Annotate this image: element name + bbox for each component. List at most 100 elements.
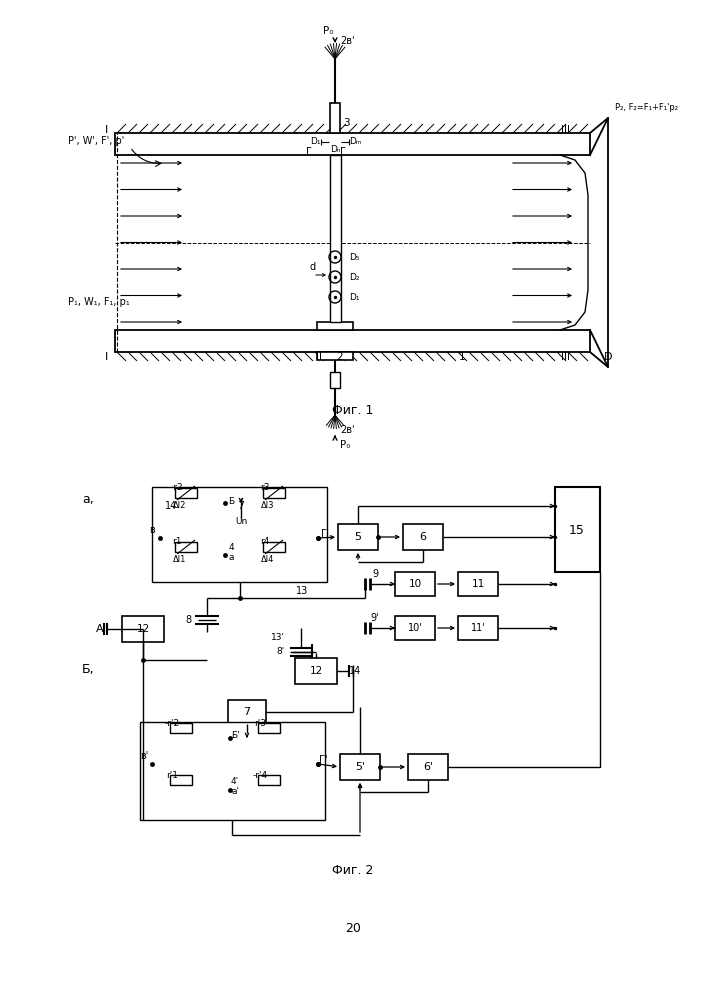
Bar — [555, 487, 600, 572]
Text: 14: 14 — [165, 501, 177, 511]
Text: d: d — [310, 262, 316, 272]
Text: III: III — [561, 125, 570, 135]
Text: а': а' — [231, 788, 239, 796]
Bar — [263, 488, 285, 498]
Text: P', W', F', p': P', W', F', p' — [68, 136, 124, 146]
Text: Δl2: Δl2 — [173, 502, 187, 510]
Text: 20: 20 — [345, 922, 361, 934]
Bar — [600, 573, 601, 768]
Text: 12: 12 — [310, 666, 322, 676]
Text: -r2: -r2 — [170, 484, 183, 492]
Bar — [122, 616, 164, 642]
Text: Δl1: Δl1 — [173, 556, 187, 564]
Text: Фиг. 2: Фиг. 2 — [332, 863, 374, 876]
Text: r3: r3 — [260, 484, 270, 492]
Text: 6': 6' — [423, 762, 433, 772]
Text: 2в': 2в' — [340, 425, 354, 435]
Text: II: II — [316, 352, 322, 362]
Text: 12: 12 — [136, 624, 150, 634]
Text: 10: 10 — [409, 579, 421, 589]
Text: Δl4: Δl4 — [262, 556, 275, 564]
Text: 13': 13' — [271, 634, 285, 643]
Bar — [330, 372, 340, 388]
Text: Фиг. 1: Фиг. 1 — [332, 403, 374, 416]
Text: Γ: Γ — [340, 147, 346, 157]
Bar — [338, 524, 378, 550]
Text: 4: 4 — [228, 542, 234, 552]
Text: r'3: r'3 — [254, 718, 266, 728]
Bar — [258, 723, 280, 733]
Text: Б: Б — [228, 496, 234, 506]
Text: 4': 4' — [231, 778, 239, 786]
Text: r4: r4 — [260, 538, 269, 546]
Text: 2: 2 — [337, 352, 344, 362]
Text: Δl3: Δl3 — [262, 502, 275, 510]
Text: Б,: Б, — [82, 664, 95, 676]
Text: 8': 8' — [276, 648, 285, 656]
Bar — [330, 155, 341, 322]
Text: 10': 10' — [408, 623, 422, 633]
Bar — [222, 494, 260, 518]
Text: III: III — [561, 352, 570, 362]
Text: I: I — [105, 125, 109, 135]
Text: Б': Б' — [230, 732, 239, 740]
Text: P₁, W₁, F₁, p₁: P₁, W₁, F₁, p₁ — [68, 297, 130, 307]
Text: D₂: D₂ — [349, 272, 359, 282]
Text: а: а — [228, 552, 234, 562]
Text: Dₙ: Dₙ — [329, 145, 340, 154]
Text: A: A — [96, 624, 104, 634]
Bar — [458, 616, 498, 640]
Text: 15: 15 — [569, 524, 585, 536]
Bar — [228, 700, 266, 724]
Bar — [175, 542, 197, 552]
Bar — [317, 352, 353, 360]
Text: 13: 13 — [296, 586, 308, 596]
Text: r1: r1 — [173, 538, 182, 546]
Bar — [115, 330, 590, 352]
Text: 8: 8 — [185, 615, 191, 625]
Text: в': в' — [140, 751, 148, 761]
Text: I: I — [105, 352, 109, 362]
Text: P₀: P₀ — [322, 26, 333, 36]
Text: D: D — [604, 352, 612, 362]
Text: 7: 7 — [238, 501, 245, 511]
Bar — [317, 322, 353, 330]
Bar — [408, 754, 448, 780]
Text: 14: 14 — [349, 666, 361, 676]
Text: 3: 3 — [343, 118, 350, 128]
Bar — [395, 616, 435, 640]
Text: 9': 9' — [370, 613, 380, 623]
Bar — [403, 524, 443, 550]
Text: 7: 7 — [243, 707, 250, 717]
Bar — [140, 722, 325, 820]
Text: Dₘ: Dₘ — [349, 137, 361, 146]
Bar — [115, 133, 590, 155]
Text: -r'2: -r'2 — [165, 718, 180, 728]
Text: r'1: r'1 — [166, 770, 178, 780]
Text: Γ: Γ — [306, 147, 312, 157]
Text: 5: 5 — [354, 532, 361, 542]
Bar — [263, 542, 285, 552]
Text: 9: 9 — [372, 569, 378, 579]
Text: Г': Г' — [319, 755, 327, 765]
Text: 2в': 2в' — [340, 36, 354, 46]
Text: D₅: D₅ — [349, 252, 359, 261]
Text: в: в — [149, 525, 155, 535]
Text: Un: Un — [235, 518, 247, 526]
Text: P₀: P₀ — [340, 440, 351, 450]
Text: -r'4: -r'4 — [252, 770, 267, 780]
Text: 6: 6 — [419, 532, 426, 542]
Bar — [330, 103, 340, 133]
Text: 1: 1 — [459, 352, 465, 362]
Bar — [175, 488, 197, 498]
Bar — [458, 572, 498, 596]
Text: D₁: D₁ — [310, 137, 320, 146]
Bar — [258, 775, 280, 785]
Text: D₁: D₁ — [349, 292, 359, 302]
Bar — [295, 658, 337, 684]
Bar — [395, 572, 435, 596]
Bar — [152, 487, 327, 582]
Bar — [340, 754, 380, 780]
Text: а,: а, — [82, 493, 94, 506]
Bar — [170, 775, 192, 785]
